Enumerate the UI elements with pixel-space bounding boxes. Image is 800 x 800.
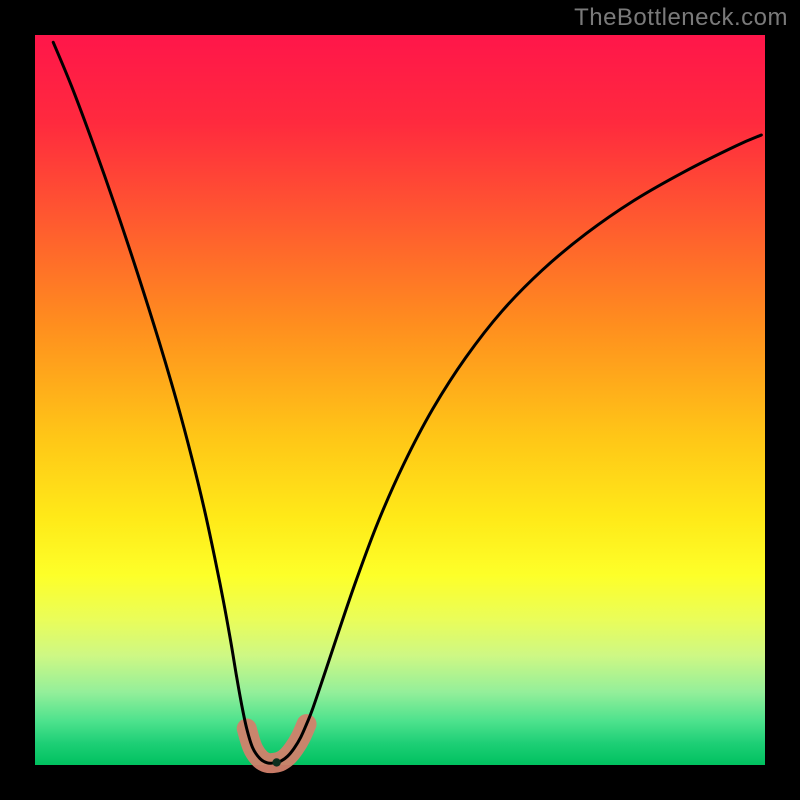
bottleneck-chart [0, 0, 800, 800]
current-config-marker [272, 758, 280, 766]
watermark-text: TheBottleneck.com [574, 4, 788, 32]
plot-background [35, 35, 765, 765]
